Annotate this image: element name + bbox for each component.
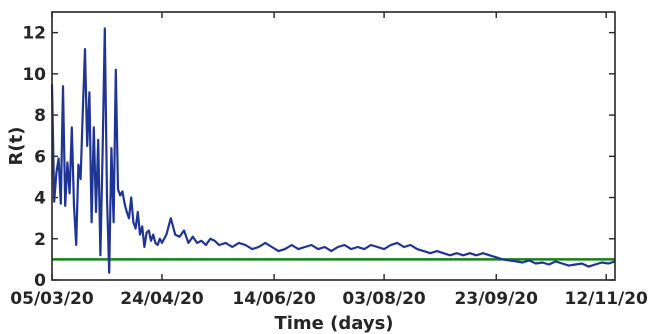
y-tick-label: 8 xyxy=(34,106,46,126)
x-tick-label: 12/11/20 xyxy=(565,289,649,309)
y-tick-label: 12 xyxy=(22,24,46,44)
y-tick-label: 10 xyxy=(22,65,46,85)
y-tick-label: 0 xyxy=(34,271,46,291)
series-line xyxy=(50,27,616,274)
y-tick-label: 2 xyxy=(34,230,46,250)
x-tick-label: 05/03/20 xyxy=(10,289,94,309)
x-tick-label: 03/08/20 xyxy=(342,289,426,309)
y-tick-label: 4 xyxy=(34,189,46,209)
plot-area xyxy=(52,12,615,280)
plot-frame xyxy=(51,11,616,281)
x-tick-label: 24/04/20 xyxy=(120,289,204,309)
x-tick-label: 14/06/20 xyxy=(232,289,316,309)
x-axis-label: Time (days) xyxy=(274,313,393,334)
y-tick-label: 6 xyxy=(34,147,46,167)
x-tick-label: 23/09/20 xyxy=(455,289,539,309)
y-axis-label: R(t) xyxy=(6,127,27,166)
y-axis-ticks: 0 2 4 6 8 10 12 xyxy=(22,24,615,291)
